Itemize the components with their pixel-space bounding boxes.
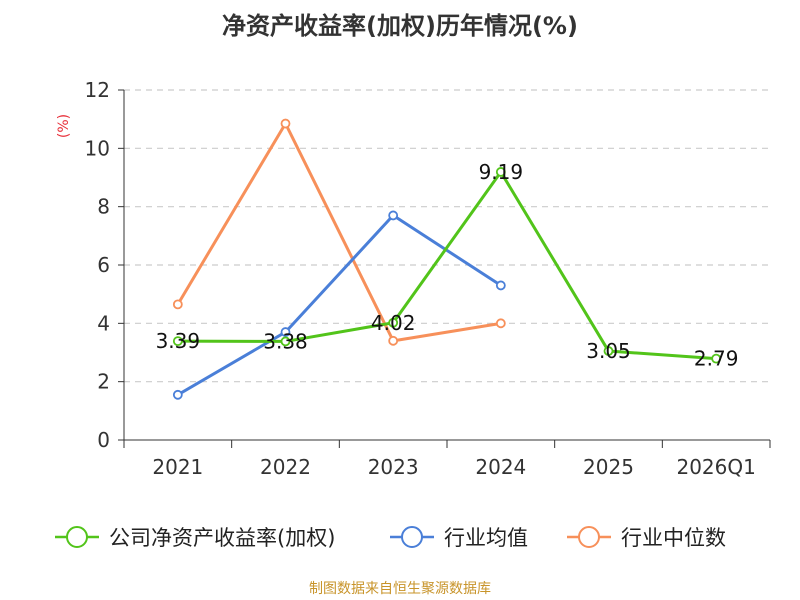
data-label: 9.19 [479, 160, 524, 184]
y-axis-label: (%) [56, 114, 72, 138]
legend-label: 行业中位数 [621, 526, 726, 550]
y-tick-label: 2 [97, 370, 110, 394]
y-tick-label: 6 [97, 253, 110, 277]
series-0-point [172, 336, 183, 347]
series-line-1 [177, 213, 502, 397]
legend-item-0: 公司净资产收益率(加权) [55, 526, 335, 550]
series-0-point [495, 167, 506, 177]
legend-item-2: 行业中位数 [567, 526, 726, 550]
legend-marker-icon [401, 526, 423, 548]
x-tick-label-2025: 2025 [583, 455, 634, 479]
series-1-point [280, 327, 291, 337]
legend-item-1: 行业均值 [390, 526, 528, 550]
legend-marker-icon [578, 526, 600, 548]
series-1-point [172, 389, 183, 400]
axes: 0 2 4 6 8 10 12 2021 2022 2023 2024 2025 2026Q1 [85, 78, 771, 479]
y-tick-label: 10 [85, 136, 110, 160]
x-tick-label-2021: 2021 [152, 455, 203, 479]
x-tick-label-2023: 2023 [368, 455, 419, 479]
legend-label: 行业均值 [444, 526, 528, 550]
data-label: 2.79 [694, 347, 739, 371]
series-1-point [388, 210, 399, 221]
series-0-point [711, 353, 722, 364]
data-labels: 3.39 3.38 4.02 9.19 3.05 2.79 [156, 160, 739, 371]
series-1-point [495, 280, 506, 291]
series-0-point [280, 336, 291, 347]
series-0-point [388, 317, 399, 328]
x-tick-label-2022: 2022 [260, 455, 311, 479]
series [172, 118, 722, 400]
legend: 公司净资产收益率(加权) 行业均值 行业中位数 [55, 526, 726, 550]
legend-marker-icon [66, 526, 88, 548]
y-tick-label: 0 [97, 428, 110, 452]
series-2-point [495, 318, 506, 329]
series-2-point [280, 118, 291, 129]
y-tick-label: 12 [85, 78, 110, 102]
grid-lines [124, 89, 770, 383]
source-note: 制图数据来自恒生聚源数据库 [309, 581, 491, 597]
y-tick-label: 8 [97, 195, 110, 219]
data-label: 4.02 [371, 311, 416, 335]
data-label: 3.38 [263, 329, 308, 353]
series-line-0 [177, 170, 717, 361]
chart-title: 净资产收益率(加权)历年情况(%) [222, 12, 578, 40]
data-label: 3.39 [156, 329, 201, 353]
series-2-point [388, 335, 399, 346]
x-tick-label-2024: 2024 [475, 455, 526, 479]
series-2-point [172, 299, 183, 310]
data-label: 3.05 [586, 339, 631, 363]
y-tick-label: 4 [97, 311, 110, 335]
series-0-point [603, 346, 614, 356]
series-line-2 [176, 122, 502, 343]
legend-label: 公司净资产收益率(加权) [109, 526, 335, 550]
x-tick-label-2026Q1: 2026Q1 [676, 455, 755, 479]
